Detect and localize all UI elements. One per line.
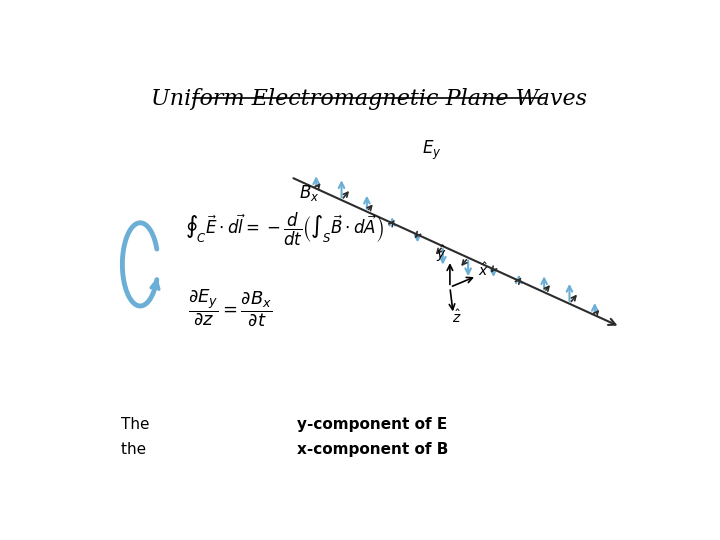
Text: $E_y$: $E_y$ — [422, 139, 441, 162]
Text: $\hat{x}$: $\hat{x}$ — [478, 261, 488, 279]
Text: $\hat{y}$: $\hat{y}$ — [436, 244, 446, 264]
Text: the: the — [121, 442, 150, 457]
Text: $\oint_C \vec{E} \cdot d\vec{l} = -\dfrac{d}{dt}\left(\int_S \vec{B} \cdot d\vec: $\oint_C \vec{E} \cdot d\vec{l} = -\dfra… — [185, 211, 384, 248]
Text: The: The — [121, 417, 154, 432]
Text: $B_x$: $B_x$ — [300, 183, 320, 203]
Text: y-component of E: y-component of E — [297, 417, 448, 432]
Text: $\dfrac{\partial E_y}{\partial z} = \dfrac{\partial B_x}{\partial t}$: $\dfrac{\partial E_y}{\partial z} = \dfr… — [188, 288, 272, 328]
Text: Uniform Electromagnetic Plane Waves: Uniform Electromagnetic Plane Waves — [151, 87, 587, 110]
Text: $\hat{z}$: $\hat{z}$ — [451, 308, 462, 326]
Text: x-component of B: x-component of B — [297, 442, 449, 457]
